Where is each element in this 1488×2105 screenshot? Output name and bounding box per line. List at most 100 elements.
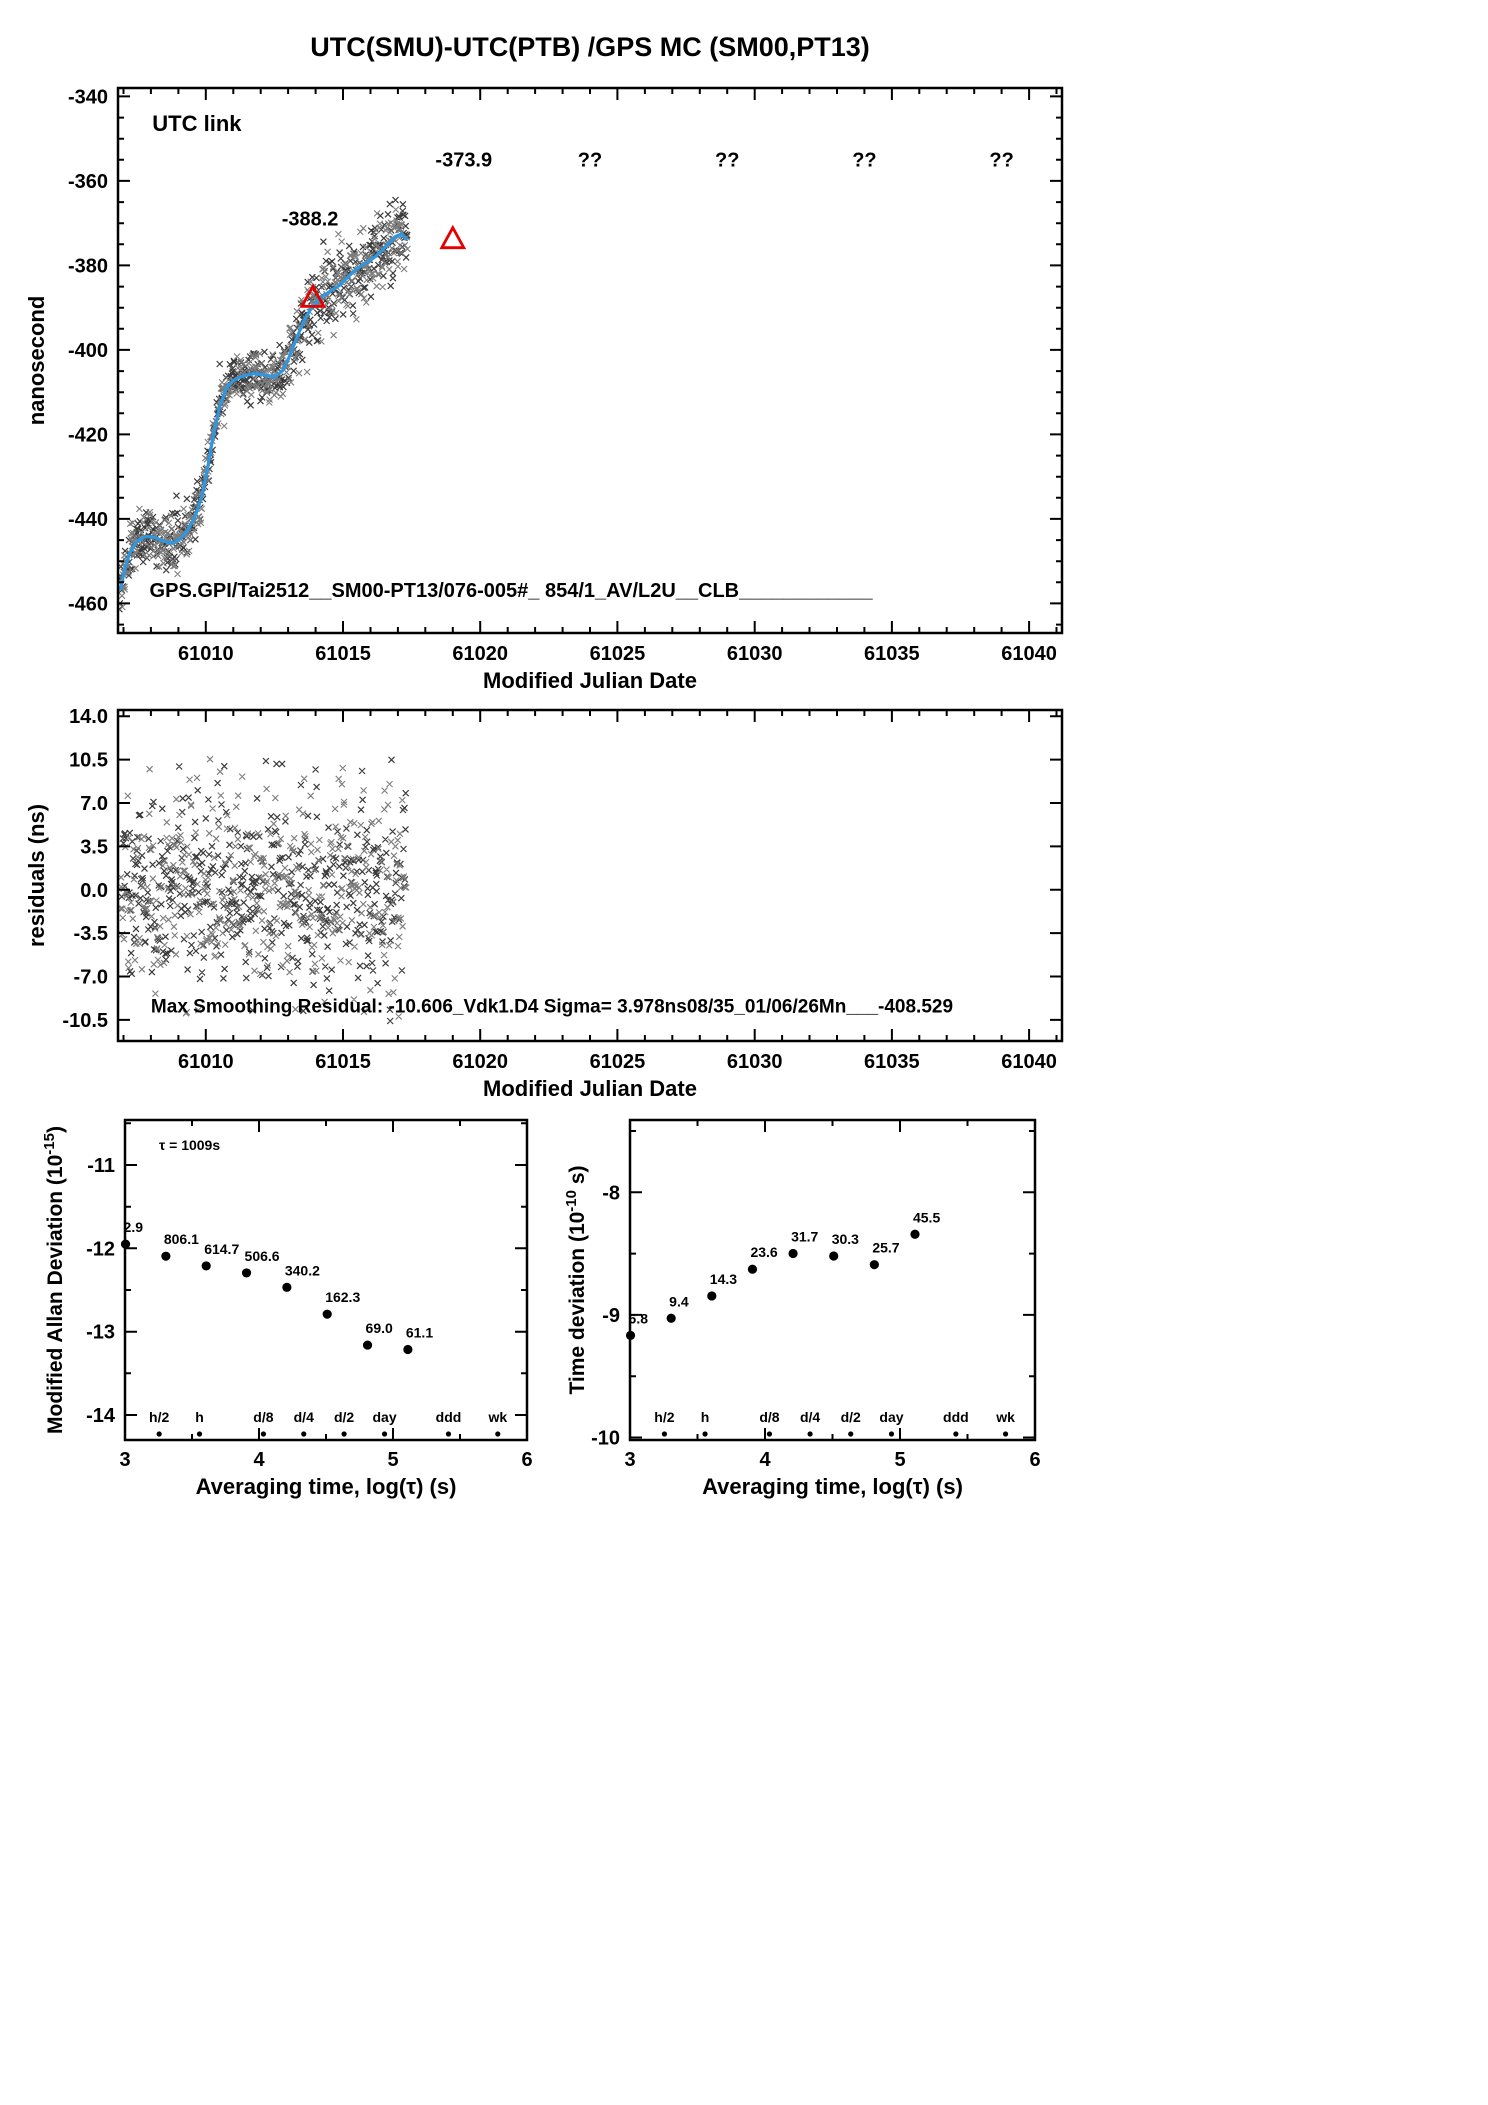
x-tick-label: 5 (387, 1449, 398, 1471)
deviation-value-label: 2.9 (124, 1219, 144, 1235)
x-tick-label: 61015 (315, 643, 371, 665)
averaging-interval-dot (888, 1431, 895, 1437)
y-tick-label: -380 (68, 255, 108, 277)
deviation-point (282, 1282, 292, 1292)
deviation-value-label: 69.0 (366, 1320, 393, 1336)
averaging-interval-label: ddd (943, 1409, 969, 1425)
deviation-value-label: 25.7 (872, 1240, 899, 1256)
smoothing-stats-label: Max Smoothing Residual: -10.606_Vdk1.D4 … (151, 996, 953, 1017)
missing-data-marker: ?? (578, 150, 602, 172)
smoothed-line (119, 232, 408, 591)
y-tick-label: 14.0 (69, 706, 108, 728)
x-axis-label: Averaging time, log(τ) (s) (196, 1474, 457, 1499)
x-tick-label: 61020 (452, 643, 508, 665)
deviation-point (241, 1268, 252, 1278)
deviation-point (747, 1264, 758, 1274)
deviation-point (666, 1313, 676, 1323)
y-tick-label: 0.0 (80, 880, 108, 902)
x-tick-label: 61010 (178, 1051, 234, 1073)
tau-note: τ = 1009s (159, 1137, 220, 1153)
x-tick-label: 61030 (727, 1051, 783, 1073)
x-tick-label: 6 (521, 1449, 532, 1471)
averaging-interval-dot (953, 1431, 959, 1437)
y-tick-label: -13 (86, 1322, 115, 1344)
averaging-interval-label: h (701, 1409, 710, 1425)
calibration-triangle-marker (299, 283, 327, 308)
y-tick-label: -12 (86, 1238, 115, 1260)
y-tick-label: -8 (602, 1182, 620, 1204)
averaging-interval-dot (848, 1431, 854, 1437)
y-tick-label: -7.0 (74, 967, 108, 989)
averaging-interval-label: day (372, 1409, 396, 1425)
x-tick-label: 61040 (1001, 643, 1057, 665)
calibration-value-label: -373.9 (435, 150, 492, 172)
dataset-id-label: GPS.GPI/Tai2512__SM00-PT13/076-005#_ 854… (150, 580, 874, 602)
deviation-value-label: 614.7 (204, 1241, 239, 1257)
y-axis-label: Time deviation (10-10 s) (563, 1165, 589, 1394)
y-tick-label: 3.5 (80, 836, 108, 858)
x-tick-label: 61035 (864, 643, 920, 665)
axis-ticks (118, 88, 1062, 633)
x-axis-label: Modified Julian Date (483, 1076, 697, 1101)
x-tick-label: 4 (253, 1449, 265, 1471)
deviation-value-label: 31.7 (791, 1229, 818, 1245)
averaging-interval-label: h/2 (149, 1409, 169, 1425)
deviation-value-label: 506.6 (245, 1248, 280, 1264)
axis-frame (116, 708, 1064, 1043)
x-tick-label: 61025 (590, 1051, 646, 1073)
scatter-cloud-light (119, 206, 411, 611)
averaging-interval-dot (341, 1431, 347, 1437)
y-tick-label: -11 (87, 1155, 115, 1177)
utc-difference-panel: -388.2 -373.9?????? ?? UTC link GPS.GPI/Tai2… (24, 86, 1064, 693)
x-tick-label: 5 (894, 1449, 905, 1471)
x-axis-label: Averaging time, log(τ) (s) (702, 1474, 963, 1499)
averaging-interval-dot (260, 1431, 267, 1437)
x-tick-label: 6 (1029, 1449, 1040, 1471)
averaging-interval-label: d/8 (759, 1409, 779, 1425)
missing-data-marker: ?? (989, 150, 1013, 172)
averaging-interval-dot (661, 1431, 668, 1437)
averaging-interval-label: day (879, 1409, 903, 1425)
y-tick-label: -360 (68, 171, 108, 193)
averaging-interval-dot (495, 1431, 501, 1437)
averaging-interval-dot (381, 1431, 388, 1437)
x-tick-label: 61030 (727, 643, 783, 665)
calibration-value-label: -388.2 (282, 208, 339, 230)
axis-ticks (118, 710, 1062, 1041)
averaging-interval-dot (1002, 1431, 1009, 1437)
axis-frame (123, 1118, 529, 1442)
deviation-point (403, 1344, 413, 1355)
deviation-value-label: 61.1 (406, 1325, 433, 1341)
deviation-value-label: 6.8 (629, 1310, 649, 1326)
y-tick-label: -10 (591, 1428, 620, 1450)
y-tick-label: -10.5 (62, 1010, 108, 1032)
deviation-value-label: 806.1 (164, 1231, 199, 1247)
x-axis-label: Modified Julian Date (483, 668, 697, 693)
missing-data-marker: ?? (852, 150, 876, 172)
x-tick-label: 61020 (452, 1051, 508, 1073)
page-title: UTC(SMU)-UTC(PTB) /GPS MC (SM00,PT13) (310, 32, 870, 62)
x-tick-label: 61015 (315, 1051, 371, 1073)
scatter-cloud-dark (119, 196, 411, 613)
deviation-value-label: 162.3 (325, 1289, 360, 1305)
y-tick-label: -420 (68, 424, 108, 446)
residuals-content (119, 755, 410, 1025)
x-tick-label: 61025 (590, 643, 646, 665)
missing-data-marker: ?? (715, 150, 739, 172)
x-tick-label: 61010 (178, 643, 234, 665)
deviation-point (788, 1248, 798, 1259)
deviation-point (829, 1251, 839, 1261)
x-tick-label: 3 (624, 1449, 635, 1471)
deviation-point (910, 1229, 920, 1239)
axis-frame (628, 1118, 1037, 1442)
deviation-value-label: 45.5 (913, 1209, 940, 1225)
deviation-value-label: 30.3 (832, 1231, 859, 1247)
averaging-interval-dot (766, 1431, 773, 1437)
y-tick-label: -440 (68, 509, 108, 531)
y-tick-label: -9 (602, 1305, 620, 1327)
y-tick-label: -400 (68, 340, 108, 362)
deviation-point (707, 1291, 717, 1301)
x-tick-label: 61040 (1001, 1051, 1057, 1073)
averaging-interval-dot (702, 1431, 708, 1437)
